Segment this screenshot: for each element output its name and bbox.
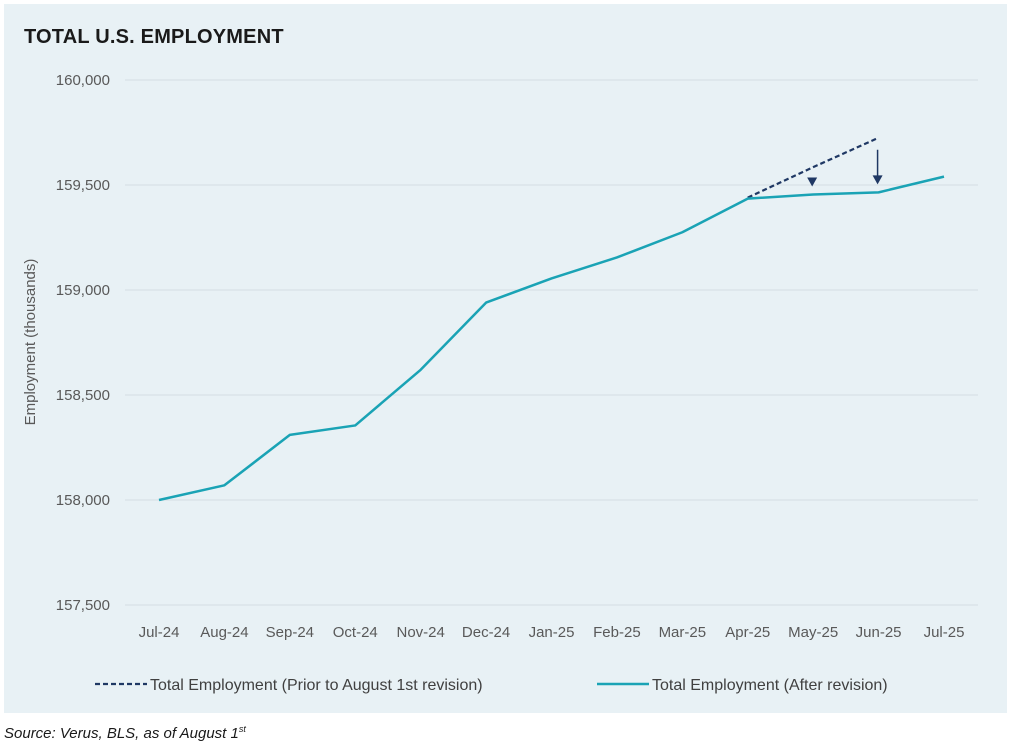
- x-tick-label: Sep-24: [266, 624, 314, 641]
- legend: Total Employment (Prior to August 1st re…: [95, 677, 888, 694]
- down-arrow-icon: [872, 175, 883, 185]
- x-tick-label: Jun-25: [856, 624, 902, 641]
- x-tick-label: Mar-25: [659, 624, 707, 641]
- revision-arrows: [807, 149, 883, 187]
- legend-label-revised: Total Employment (After revision): [652, 677, 888, 694]
- source-text: Source: Verus, BLS, as of August 1: [4, 725, 239, 742]
- y-axis-title: Employment (thousands): [22, 259, 39, 426]
- source-superscript: st: [238, 724, 246, 734]
- chart-panel: [4, 4, 1007, 713]
- x-tick-label: Feb-25: [593, 624, 641, 641]
- legend-label-prior: Total Employment (Prior to August 1st re…: [150, 677, 483, 694]
- x-tick-label: Aug-24: [200, 624, 248, 641]
- y-tick-label: 158,000: [56, 492, 110, 509]
- x-tick-label: Nov-24: [396, 624, 444, 641]
- prior-series-line: [747, 136, 880, 199]
- x-tick-label: Oct-24: [333, 624, 378, 641]
- series-lines: [158, 136, 945, 502]
- y-tick-label: 159,000: [56, 282, 110, 299]
- down-arrow-icon: [807, 177, 818, 187]
- x-axis-ticks: Jul-24 Aug-24 Sep-24 Oct-24 Nov-24 Dec-24 Jan-…: [139, 624, 965, 641]
- x-tick-label: Jul-25: [924, 624, 965, 641]
- gridlines: [125, 79, 978, 606]
- x-tick-label: Dec-24: [462, 624, 510, 641]
- y-tick-label: 160,000: [56, 72, 110, 89]
- x-tick-label: Apr-25: [725, 624, 770, 641]
- revised-series-line: [158, 175, 945, 502]
- source-note: Source: Verus, BLS, as of August 1st: [4, 724, 246, 742]
- x-tick-label: Jan-25: [529, 624, 575, 641]
- x-tick-label: May-25: [788, 624, 838, 641]
- chart-title: TOTAL U.S. EMPLOYMENT: [24, 26, 284, 48]
- y-axis-ticks: 160,000 159,500 159,000 158,500 158,000 157,5…: [56, 72, 110, 614]
- y-tick-label: 159,500: [56, 177, 110, 194]
- y-tick-label: 158,500: [56, 387, 110, 404]
- y-tick-label: 157,500: [56, 597, 110, 614]
- x-tick-label: Jul-24: [139, 624, 180, 641]
